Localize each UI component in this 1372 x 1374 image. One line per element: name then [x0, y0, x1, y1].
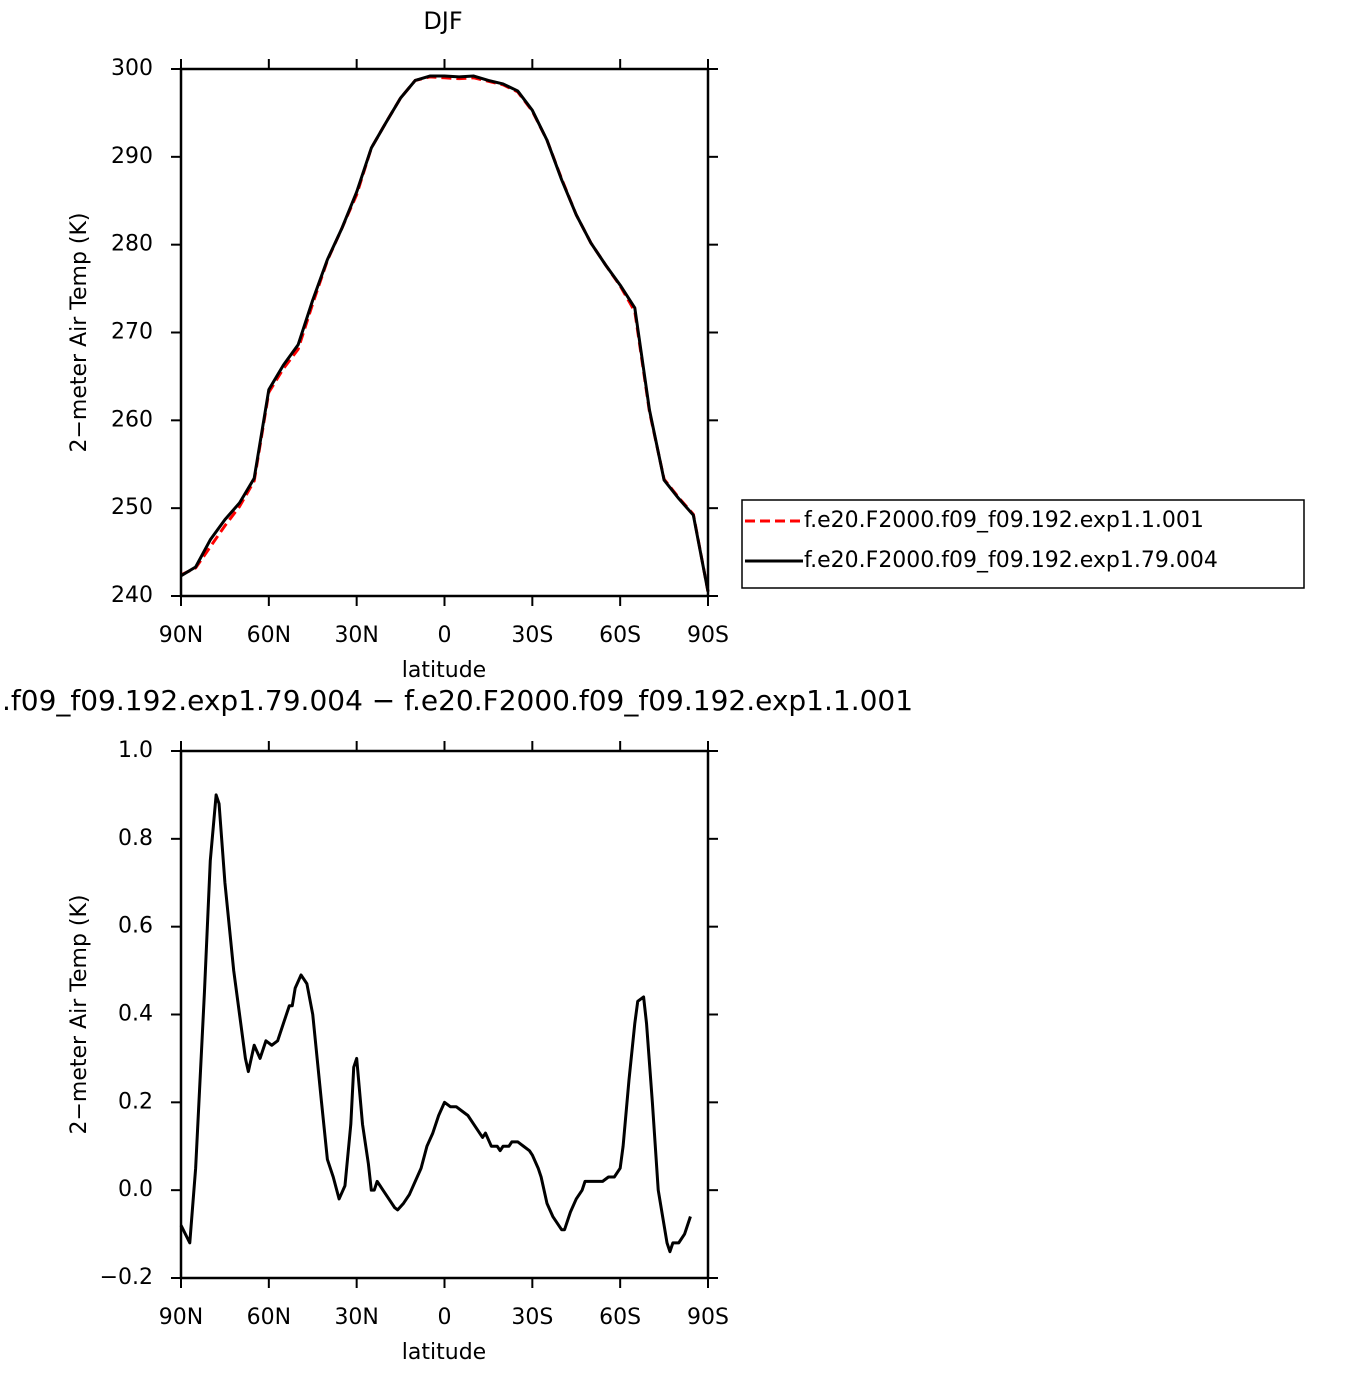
- x-tick-label: 90N: [159, 1305, 203, 1330]
- y-tick-label: 290: [111, 144, 153, 169]
- data-line: [180, 74, 710, 592]
- x-tick-label: 30S: [511, 623, 553, 648]
- y-tick-label: 240: [111, 583, 153, 608]
- legend-label: f.e20.F2000.f09_f09.192.exp1.1.001: [804, 508, 1204, 533]
- y-tick-label: 300: [111, 56, 153, 81]
- x-tick-label: 30S: [511, 1305, 553, 1330]
- x-tick-label: 90S: [687, 1305, 729, 1330]
- y-tick-label: −0.2: [100, 1265, 153, 1290]
- data-line: [180, 75, 710, 592]
- x-tick-label: 30N: [334, 1305, 378, 1330]
- y-axis-label: 2−meter Air Temp (K): [67, 894, 92, 1134]
- x-tick-label: 60N: [247, 623, 291, 648]
- x-tick-label: 30N: [334, 623, 378, 648]
- y-tick-label: 1.0: [118, 738, 153, 763]
- data-line: [179, 793, 692, 1254]
- x-axis-label: latitude: [402, 658, 486, 683]
- x-tick-label: 60N: [247, 1305, 291, 1330]
- x-axis-label: latitude: [402, 1340, 486, 1365]
- chart-title: DJF: [423, 7, 462, 35]
- legend-label: f.e20.F2000.f09_f09.192.exp1.79.004: [804, 548, 1218, 573]
- y-tick-label: 0.0: [118, 1177, 153, 1202]
- x-tick-label: 60S: [599, 1305, 641, 1330]
- plot-frame: [179, 67, 710, 598]
- y-tick-label: 0.6: [118, 914, 153, 939]
- x-tick-label: 90N: [159, 623, 203, 648]
- y-tick-label: 0.2: [118, 1089, 153, 1114]
- y-tick-label: 0.4: [118, 1002, 153, 1027]
- y-tick-label: 280: [111, 232, 153, 257]
- x-tick-label: 0: [438, 1305, 452, 1330]
- y-tick-label: 0.8: [118, 826, 153, 851]
- x-tick-label: 0: [438, 623, 452, 648]
- legend-box: [741, 499, 1305, 589]
- x-tick-label: 60S: [599, 623, 641, 648]
- y-axis-label: 2−meter Air Temp (K): [67, 212, 92, 452]
- plot-frame: [179, 749, 710, 1280]
- y-tick-label: 260: [111, 407, 153, 432]
- y-tick-label: 270: [111, 320, 153, 345]
- chart-title: .f09_f09.192.exp1.79.004 − f.e20.F2000.f…: [2, 684, 913, 717]
- y-tick-label: 250: [111, 495, 153, 520]
- x-tick-label: 90S: [687, 623, 729, 648]
